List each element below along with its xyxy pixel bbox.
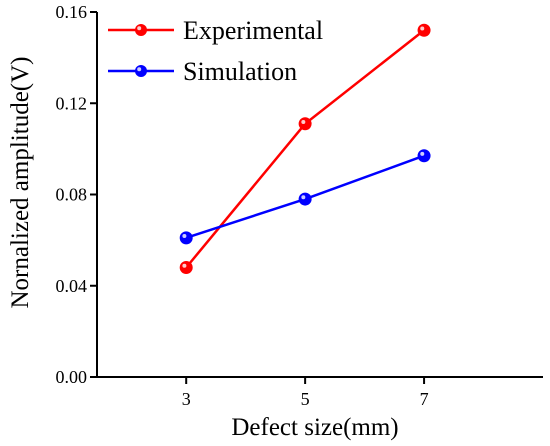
data-point-highlight <box>182 263 187 268</box>
series-experimental <box>179 23 431 274</box>
data-point <box>298 117 312 131</box>
data-point-highlight <box>420 151 425 156</box>
legend-marker <box>135 24 147 36</box>
x-tick-label: 5 <box>301 389 310 409</box>
legend-item: Simulation <box>108 57 297 86</box>
data-point <box>298 192 312 206</box>
legend-marker <box>135 65 147 77</box>
data-point <box>417 23 431 37</box>
data-point-highlight <box>182 234 187 239</box>
legend-label: Simulation <box>183 57 297 86</box>
x-axis-label: Defect size(mm) <box>231 414 398 441</box>
y-tick-label: 0.04 <box>56 276 88 296</box>
series-simulation <box>179 149 431 245</box>
data-point <box>179 231 193 245</box>
legend-marker-highlight <box>137 67 142 72</box>
tick-marks <box>90 11 426 384</box>
legend: Experimental Simulation <box>108 16 323 86</box>
legend-item: Experimental <box>108 16 323 45</box>
legend-marker-highlight <box>137 26 142 31</box>
x-tick-label: 3 <box>182 389 191 409</box>
legend-label: Experimental <box>183 16 323 45</box>
y-tick-label: 0.12 <box>56 93 88 113</box>
series-group <box>179 23 431 274</box>
y-tick-label: 0.16 <box>56 2 88 22</box>
data-point <box>179 261 193 274</box>
data-point-highlight <box>301 195 306 200</box>
y-tick-label: 0.08 <box>56 185 88 205</box>
data-point-highlight <box>420 26 425 31</box>
y-axis-label: Nornalized amplitude(V) <box>7 57 34 309</box>
data-point-highlight <box>301 119 306 124</box>
y-tick-label: 0.00 <box>56 367 88 387</box>
x-tick-label: 7 <box>420 389 429 409</box>
data-point <box>417 149 431 163</box>
tick-labels: 0.00 0.04 0.08 0.12 0.16 3 5 7 <box>56 2 429 409</box>
